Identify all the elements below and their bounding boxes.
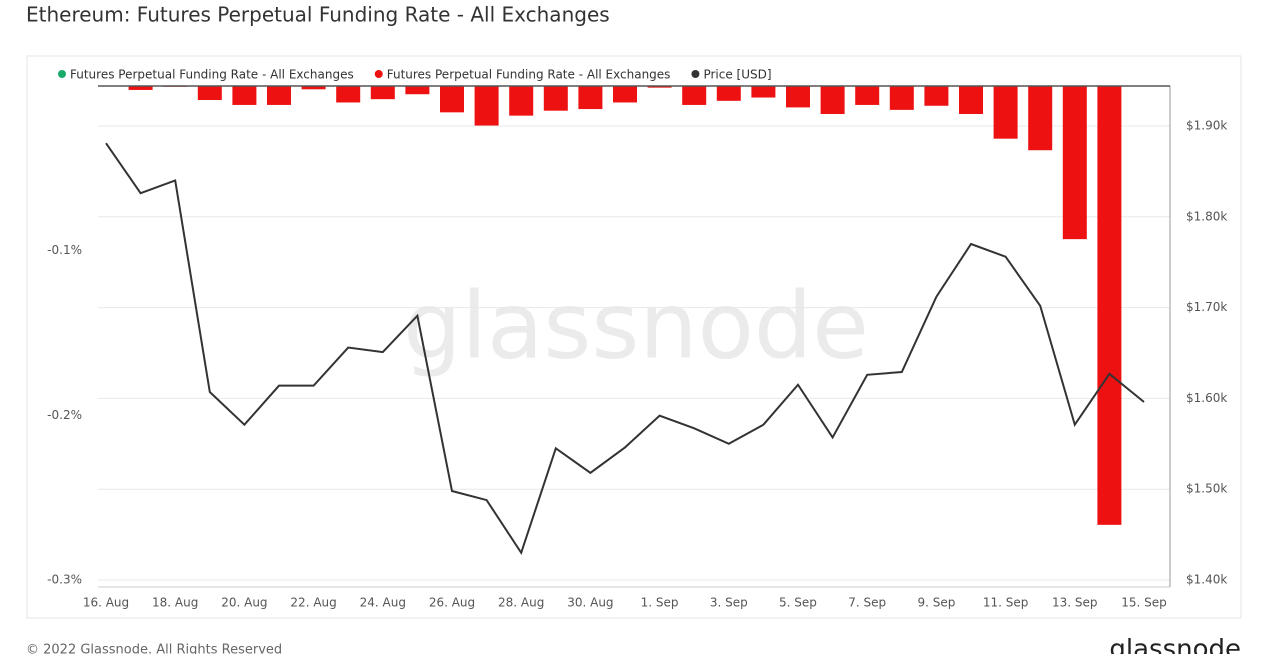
bar <box>509 86 534 116</box>
y-tick-label: -0.3% <box>47 573 82 587</box>
price-line <box>105 142 1145 556</box>
x-tick-label: 13. Sep <box>1052 596 1098 610</box>
bar <box>993 86 1018 139</box>
bar <box>924 86 949 106</box>
x-tick-label: 18. Aug <box>152 596 198 610</box>
bar <box>336 86 361 103</box>
y2-tick-label: $1.50k <box>1186 482 1227 496</box>
bar <box>578 86 603 110</box>
legend-marker <box>691 70 700 78</box>
x-tick-label: 11. Sep <box>983 596 1029 610</box>
bar <box>370 86 395 100</box>
footer: © 2022 Glassnode. All Rights Reserved <box>26 643 282 655</box>
x-tick-label: 22. Aug <box>290 596 336 610</box>
y2-tick-label: $1.90k <box>1186 118 1227 132</box>
y2-tick-label: $1.40k <box>1186 573 1227 587</box>
legend-label: Price [USD] <box>703 68 771 82</box>
bar <box>820 86 845 114</box>
x-tick-label: 28. Aug <box>498 596 544 610</box>
y2-tick-label: $1.70k <box>1186 300 1227 314</box>
bar <box>682 86 707 105</box>
bar <box>267 86 291 105</box>
x-tick-label: 15. Sep <box>1121 596 1167 610</box>
bar <box>128 86 153 90</box>
x-tick-label: 30. Aug <box>567 596 613 610</box>
x-tick-label: 9. Sep <box>917 596 955 610</box>
legend-marker <box>374 70 383 78</box>
bar <box>543 86 568 111</box>
x-tick-label: 20. Aug <box>221 596 267 610</box>
legend-label: Futures Perpetual Funding Rate - All Exc… <box>70 68 354 82</box>
bar <box>197 86 222 100</box>
bar <box>1062 86 1087 240</box>
bar <box>232 86 257 105</box>
x-tick-label: 26. Aug <box>429 596 475 610</box>
bar <box>1097 86 1122 525</box>
x-tick-label: 3. Sep <box>710 596 748 610</box>
bar <box>716 86 741 101</box>
bar <box>1028 86 1053 151</box>
legend-marker <box>58 70 66 78</box>
x-tick-label: 7. Sep <box>848 596 886 610</box>
x-tick-label: 5. Sep <box>779 596 817 610</box>
bar <box>647 86 672 88</box>
bar <box>613 86 637 103</box>
legend-label: Futures Perpetual Funding Rate - All Exc… <box>387 68 671 82</box>
chart-title: Ethereum: Futures Perpetual Funding Rate… <box>26 3 610 27</box>
bar <box>440 86 464 113</box>
bar <box>855 86 880 105</box>
watermark: glassnode <box>403 272 869 379</box>
bar <box>889 86 914 110</box>
y2-tick-label: $1.80k <box>1186 209 1227 223</box>
bar <box>959 86 983 114</box>
x-tick-label: 16. Aug <box>83 596 129 610</box>
chart-frame <box>26 55 1242 619</box>
bar <box>786 86 810 108</box>
y-tick-label: -0.2% <box>47 408 82 422</box>
bar <box>751 86 776 98</box>
bar <box>474 86 499 126</box>
logo: glassnode <box>1109 635 1241 655</box>
x-tick-label: 1. Sep <box>641 596 679 610</box>
x-tick-label: 24. Aug <box>360 596 406 610</box>
bar <box>301 86 326 90</box>
bar <box>405 86 430 95</box>
y-tick-label: -0.1% <box>47 243 82 257</box>
y2-tick-label: $1.60k <box>1186 391 1227 405</box>
